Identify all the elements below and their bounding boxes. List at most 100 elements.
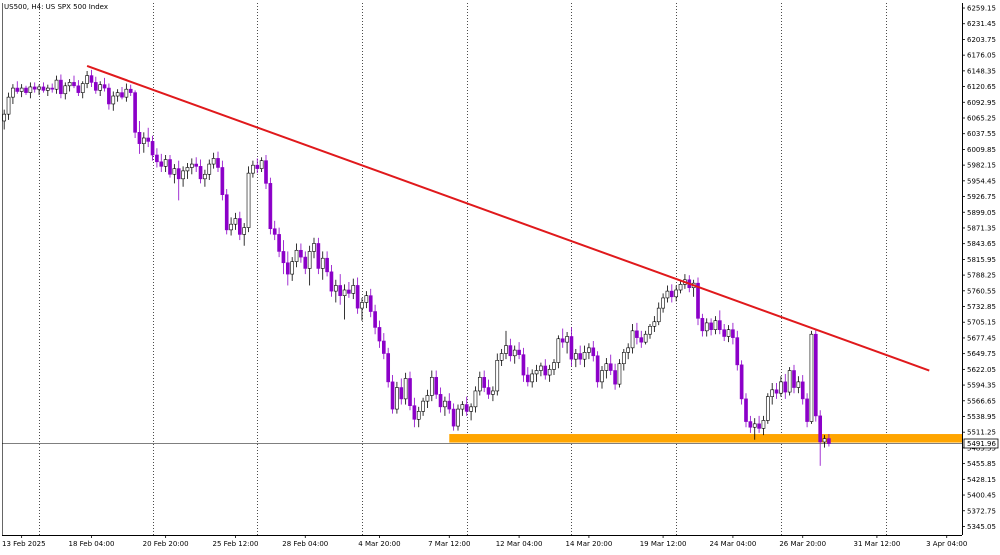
candle-body bbox=[364, 295, 369, 303]
candle bbox=[621, 348, 626, 371]
candle bbox=[207, 159, 212, 180]
candle-body bbox=[368, 295, 373, 312]
y-tick-label: 5372.75 bbox=[967, 507, 996, 515]
y-tick-label: 5843.65 bbox=[967, 240, 996, 248]
candle-body bbox=[456, 408, 460, 427]
candle bbox=[499, 348, 504, 366]
candle-body bbox=[299, 249, 303, 258]
candle-body bbox=[211, 158, 216, 165]
candle bbox=[351, 278, 356, 300]
candle bbox=[639, 330, 644, 348]
y-tick-label: 5705.15 bbox=[967, 319, 996, 327]
candle bbox=[281, 240, 286, 275]
candle-body bbox=[696, 282, 700, 319]
candle bbox=[591, 341, 596, 362]
candle bbox=[796, 376, 801, 394]
x-tick-label: 19 Mar 12:00 bbox=[640, 540, 687, 548]
candle-body bbox=[438, 394, 443, 408]
trendline-layer[interactable] bbox=[86, 65, 930, 372]
candle bbox=[744, 393, 748, 428]
candle-body bbox=[774, 389, 779, 394]
candle-body bbox=[547, 369, 552, 376]
candle-body bbox=[717, 320, 722, 330]
candle-body bbox=[89, 75, 94, 83]
candle-body bbox=[203, 173, 207, 180]
candle bbox=[299, 243, 303, 263]
candle-body bbox=[421, 400, 425, 412]
candle bbox=[198, 159, 203, 184]
candle-body bbox=[224, 194, 229, 231]
candle-body bbox=[630, 330, 635, 349]
candle-body bbox=[237, 218, 242, 235]
candle bbox=[59, 74, 63, 99]
candle bbox=[635, 322, 639, 345]
candle-body bbox=[626, 347, 631, 353]
y-tick-label: 5622.05 bbox=[967, 366, 996, 374]
candle-body bbox=[569, 336, 574, 360]
candle-body bbox=[285, 262, 290, 275]
candle-body bbox=[578, 353, 583, 360]
candle-body bbox=[796, 381, 801, 388]
candle-body bbox=[303, 256, 308, 269]
candle-body bbox=[560, 338, 565, 343]
candle-body bbox=[246, 172, 251, 228]
candle bbox=[403, 372, 408, 405]
candle-body bbox=[800, 381, 805, 400]
candle-body bbox=[163, 159, 168, 167]
candle-body bbox=[792, 370, 796, 388]
x-tick-label: 25 Feb 12:00 bbox=[212, 540, 258, 548]
candle-body bbox=[661, 297, 665, 309]
candle bbox=[338, 274, 343, 305]
candle-body bbox=[107, 87, 111, 105]
candle-body bbox=[325, 257, 329, 273]
candle-body bbox=[15, 87, 20, 92]
y-tick-label: 5732.85 bbox=[967, 303, 996, 311]
candle bbox=[373, 304, 377, 335]
candle-body bbox=[347, 289, 351, 294]
candle-body bbox=[595, 355, 600, 383]
candle bbox=[512, 345, 517, 364]
candle bbox=[285, 251, 290, 286]
y-tick-label: 6092.95 bbox=[967, 99, 996, 107]
candle bbox=[312, 237, 316, 259]
candle-body bbox=[521, 354, 526, 376]
candle bbox=[259, 157, 264, 173]
candle-body bbox=[613, 370, 617, 385]
candle-body bbox=[395, 387, 399, 410]
candle-body bbox=[11, 87, 15, 98]
candle-body bbox=[351, 285, 356, 294]
candle bbox=[539, 362, 543, 377]
candle-body bbox=[360, 302, 364, 309]
candle bbox=[333, 279, 338, 303]
candle bbox=[731, 322, 735, 345]
x-tick-label: 13 Feb 2025 bbox=[2, 540, 46, 548]
candle bbox=[364, 291, 369, 309]
candle bbox=[72, 75, 76, 89]
candle bbox=[102, 77, 107, 92]
candle bbox=[508, 338, 513, 362]
candle bbox=[792, 364, 796, 394]
candle bbox=[678, 279, 683, 294]
candle-body bbox=[748, 421, 753, 428]
candle bbox=[674, 285, 679, 302]
candle-body bbox=[783, 381, 788, 393]
candle-body bbox=[2, 113, 7, 122]
candle-body bbox=[399, 387, 404, 400]
candle bbox=[438, 387, 443, 413]
candle bbox=[220, 160, 225, 201]
y-tick-label: 5455.85 bbox=[967, 460, 996, 468]
candle-body bbox=[752, 423, 757, 428]
candle-body bbox=[639, 337, 644, 343]
candle bbox=[45, 84, 50, 97]
candle-body bbox=[290, 261, 295, 275]
candle bbox=[224, 189, 229, 235]
candle-body bbox=[242, 227, 247, 235]
candle bbox=[770, 383, 775, 405]
y-tick-label: 5649.75 bbox=[967, 350, 996, 358]
candle bbox=[290, 257, 295, 281]
candle-body bbox=[373, 311, 377, 328]
candle-body bbox=[54, 79, 59, 90]
candle bbox=[429, 370, 434, 402]
